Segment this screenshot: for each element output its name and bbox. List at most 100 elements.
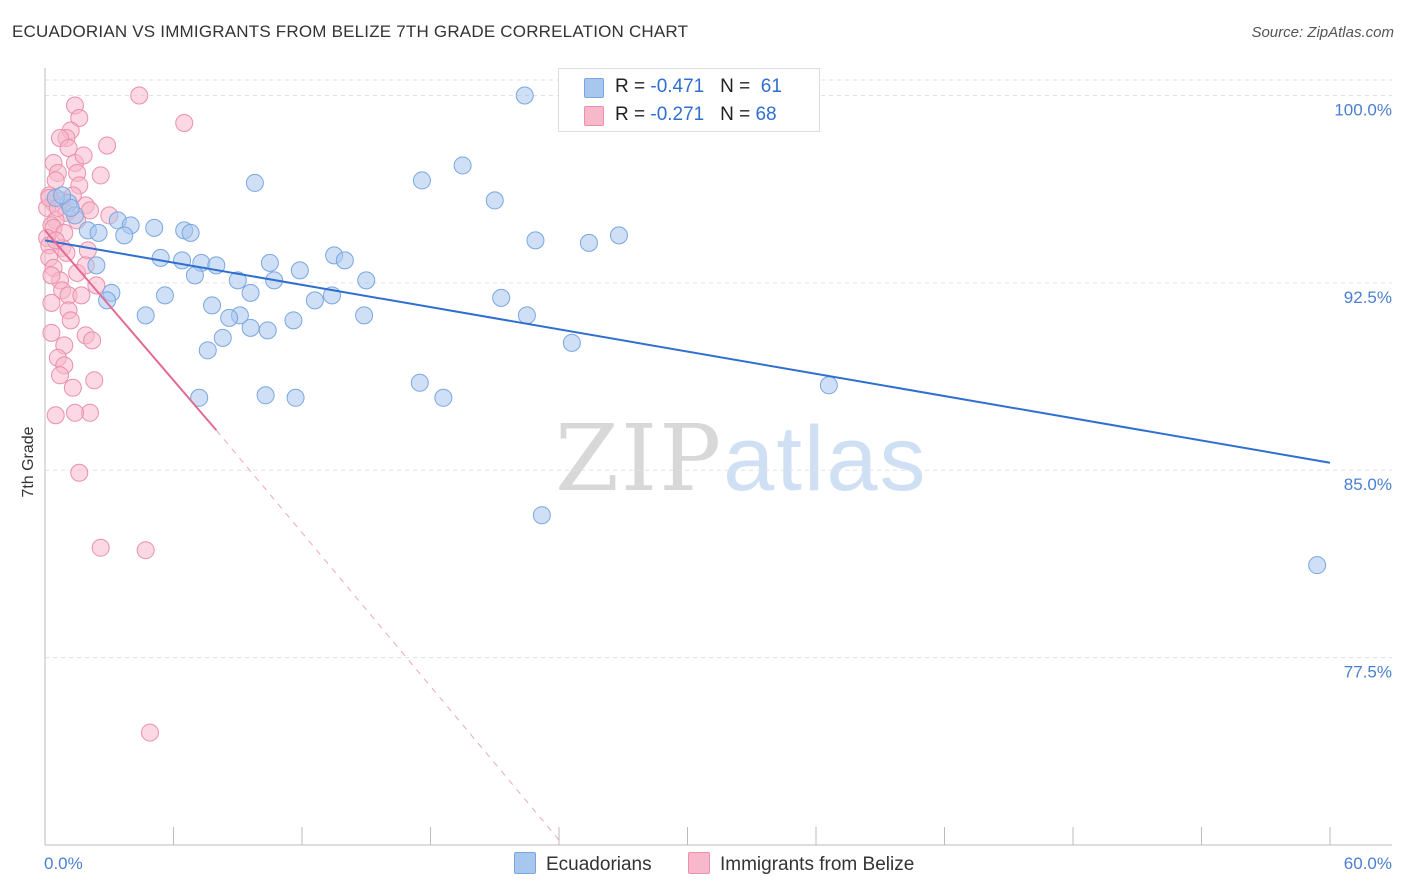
legend-row-ecuadorians: R = -0.471 N = 61 (559, 73, 819, 101)
data-point-ecuadorian (492, 288, 511, 307)
data-point-ecuadorian (335, 251, 354, 270)
data-point-belize (130, 86, 149, 105)
data-point-ecuadorian (61, 198, 80, 217)
bottom-legend-swatch-ecuadorians (514, 852, 536, 874)
trend-line-belize-extension (215, 429, 560, 841)
legend-n-value: 61 (760, 76, 782, 97)
data-point-belize (98, 136, 117, 155)
bottom-legend-label: Immigrants from Belize (720, 854, 915, 875)
y-tick-label: 77.5% (1344, 663, 1392, 682)
legend-r-value: -0.471 (650, 76, 705, 97)
y-tick-label: 100.0% (1334, 100, 1392, 119)
data-point-belize (80, 403, 99, 422)
data-point-belize (65, 403, 84, 422)
watermark-zip: ZIP (555, 405, 724, 512)
data-point-belize (59, 138, 78, 157)
data-point-belize (140, 723, 159, 742)
legend-row-belize: R = -0.271 N = 68 (559, 101, 819, 129)
data-point-ecuadorian (1308, 556, 1327, 575)
data-point-ecuadorian (260, 253, 279, 272)
data-point-ecuadorian (579, 233, 598, 252)
bottom-legend-label: Ecuadorians (546, 854, 652, 875)
grid (45, 79, 1392, 659)
tick-labels: 100.0% 92.5% 85.0% 77.5% 0.0% 60.0% 7th Grade (20, 100, 1392, 873)
data-point-ecuadorian (305, 291, 324, 310)
data-point-ecuadorian (258, 321, 277, 340)
data-point-ecuadorian (410, 373, 429, 392)
legend-swatch-belize (584, 106, 604, 126)
trend-lines (44, 229, 1331, 841)
data-point-ecuadorian (241, 318, 260, 337)
chart-title: ECUADORIAN VS IMMIGRANTS FROM BELIZE 7TH… (12, 22, 689, 41)
data-point-belize (50, 366, 69, 385)
x-tick-label: 0.0% (44, 854, 83, 873)
data-point-belize (175, 113, 194, 132)
data-point-belize (61, 311, 80, 330)
data-point-ecuadorian (228, 271, 247, 290)
data-point-ecuadorian (145, 218, 164, 237)
data-point-ecuadorian (185, 266, 204, 285)
data-point-ecuadorian (89, 223, 108, 242)
data-point-belize (85, 371, 104, 390)
data-point-belize (42, 293, 61, 312)
data-point-belize (70, 463, 89, 482)
data-point-ecuadorian (609, 226, 628, 245)
data-point-belize (87, 276, 106, 295)
x-tick-label: 60.0% (1344, 854, 1392, 873)
legend-r-value: -0.271 (650, 104, 705, 125)
data-point-belize (80, 201, 99, 220)
data-point-ecuadorian (434, 388, 453, 407)
data-point-ecuadorian (485, 191, 504, 210)
legend-text: R = -0.471 N = 61 (615, 76, 782, 98)
data-point-ecuadorian (151, 248, 170, 267)
source-label: Source: ZipAtlas.com (1251, 24, 1394, 41)
data-point-ecuadorian (453, 156, 472, 175)
legend-n-value: 68 (755, 104, 777, 125)
bottom-legend-swatch-belize (688, 852, 710, 874)
data-point-ecuadorian (136, 306, 155, 325)
data-point-ecuadorian (203, 296, 222, 315)
data-point-ecuadorian (515, 86, 534, 105)
data-point-ecuadorian (526, 231, 545, 250)
y-tick-label: 92.5% (1344, 288, 1392, 307)
y-axis-label: 7th Grade (20, 426, 37, 497)
series-ecuadorian-points (46, 86, 1327, 575)
data-point-ecuadorian (286, 388, 305, 407)
trend-line-belize (44, 229, 218, 431)
data-point-ecuadorian (155, 286, 174, 305)
data-point-belize (46, 171, 65, 190)
data-point-ecuadorian (357, 271, 376, 290)
data-point-belize (74, 146, 93, 165)
data-point-ecuadorian (517, 306, 536, 325)
correlation-legend: R = -0.471 N = 61 R = -0.271 N = 68 (558, 68, 820, 132)
data-point-ecuadorian (190, 388, 209, 407)
data-point-ecuadorian (562, 333, 581, 352)
legend-n-label: N = (720, 104, 756, 125)
legend-n-label: N = (720, 76, 756, 97)
data-point-ecuadorian (532, 506, 551, 525)
trend-line-ecuadorians (44, 239, 1331, 464)
data-point-ecuadorian (284, 311, 303, 330)
data-point-belize (91, 166, 110, 185)
data-point-belize (42, 323, 61, 342)
data-point-ecuadorian (198, 341, 217, 360)
data-point-ecuadorian (245, 173, 264, 192)
data-point-ecuadorian (213, 328, 232, 347)
data-point-belize (72, 286, 91, 305)
data-point-ecuadorian (241, 283, 260, 302)
legend-r-label: R = (615, 76, 651, 97)
bottom-legend-ecuadorians: Ecuadorians (514, 852, 652, 876)
watermark-atlas: atlas (723, 408, 928, 510)
data-point-ecuadorian (87, 256, 106, 275)
data-point-ecuadorian (256, 386, 275, 405)
data-point-belize (91, 538, 110, 557)
data-point-ecuadorian (53, 186, 72, 205)
data-point-ecuadorian (173, 251, 192, 270)
legend-text: R = -0.271 N = 68 (615, 104, 777, 126)
data-point-belize (78, 241, 97, 260)
data-point-ecuadorian (819, 376, 838, 395)
legend-r-label: R = (615, 104, 651, 125)
data-point-ecuadorian (181, 223, 200, 242)
legend-swatch-ecuadorians (584, 78, 604, 98)
